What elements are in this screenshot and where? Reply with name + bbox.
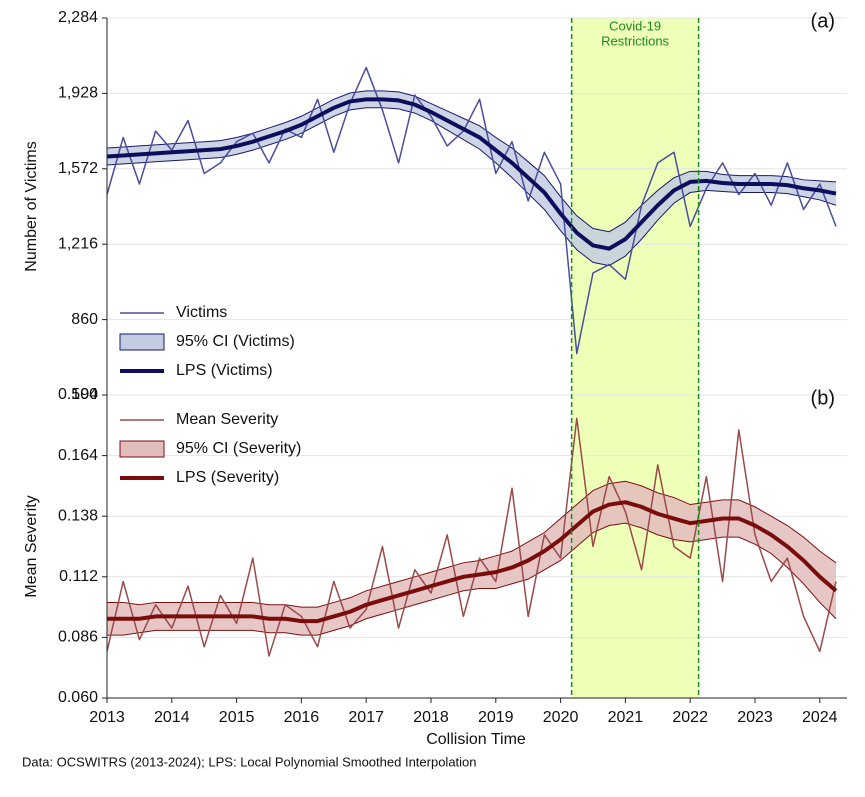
x-tick-label: 2024	[802, 709, 838, 726]
y-tick-label: 0.138	[58, 507, 98, 524]
background-layer	[571, 18, 699, 698]
x-tick-label: 2019	[478, 709, 514, 726]
y-tick-label: 504	[71, 386, 98, 403]
y-tick-label: 0.112	[59, 568, 98, 585]
y-tick-label: 1,928	[58, 85, 98, 102]
series-line	[106, 66, 837, 355]
ci-edge	[106, 90, 837, 233]
x-tick-label: 2016	[284, 709, 320, 726]
y-tick-label: 0.190	[58, 386, 98, 403]
x-tick-label: 2015	[219, 709, 255, 726]
x-tick-label: 2013	[89, 709, 125, 726]
series-line	[107, 500, 838, 624]
x-tick-label: 2022	[672, 709, 708, 726]
ci-edge	[107, 480, 837, 608]
y-tick-label: 2,284	[58, 9, 98, 26]
covid-shade	[571, 18, 699, 698]
legend-label: 95% CI (Severity)	[176, 440, 301, 457]
x-tick-label: 2023	[737, 709, 773, 726]
x-axis-title: Collision Time	[426, 731, 526, 748]
ci-edge	[106, 107, 837, 267]
series-line	[106, 97, 837, 251]
grid-layer	[107, 17, 847, 699]
y-axis-title: Number of Victims	[23, 141, 40, 271]
y-tick-label: 0.086	[58, 629, 98, 646]
legend-label: Victims	[176, 304, 227, 321]
x-tick-label: 2018	[413, 709, 449, 726]
series-line	[106, 417, 837, 657]
legend-swatch	[119, 440, 165, 458]
x-tick-label: 2021	[608, 709, 644, 726]
y-axis-title: Mean Severity	[23, 495, 40, 597]
x-tick-label: 2020	[543, 709, 579, 726]
y-tick-label: 0.060	[58, 689, 98, 706]
note: Data: OCSWITRS (2013-2024); LPS: Local P…	[22, 754, 477, 769]
y-tick-label: 860	[71, 311, 98, 328]
y-tick-label: 1,572	[58, 160, 98, 177]
shade-label: Restrictions	[601, 33, 669, 48]
y-tick-label: 1,216	[58, 235, 98, 252]
y-tick-label: 0.164	[58, 447, 98, 464]
legend-label: 95% CI (Victims)	[176, 333, 295, 350]
marks-layer	[106, 66, 838, 657]
panel-label: (b)	[811, 387, 835, 409]
x-tick-label: 2014	[154, 709, 190, 726]
legend-label: LPS (Victims)	[176, 362, 273, 379]
x-tick-label: 2017	[348, 709, 384, 726]
ci-band	[107, 90, 836, 266]
legend-swatch	[119, 333, 165, 351]
ci-band	[107, 481, 836, 636]
panel-label: (a)	[811, 10, 835, 32]
shade-label: Covid-19	[609, 18, 661, 33]
legend-label: Mean Severity	[176, 411, 278, 428]
legend-label: LPS (Severity)	[176, 469, 279, 486]
